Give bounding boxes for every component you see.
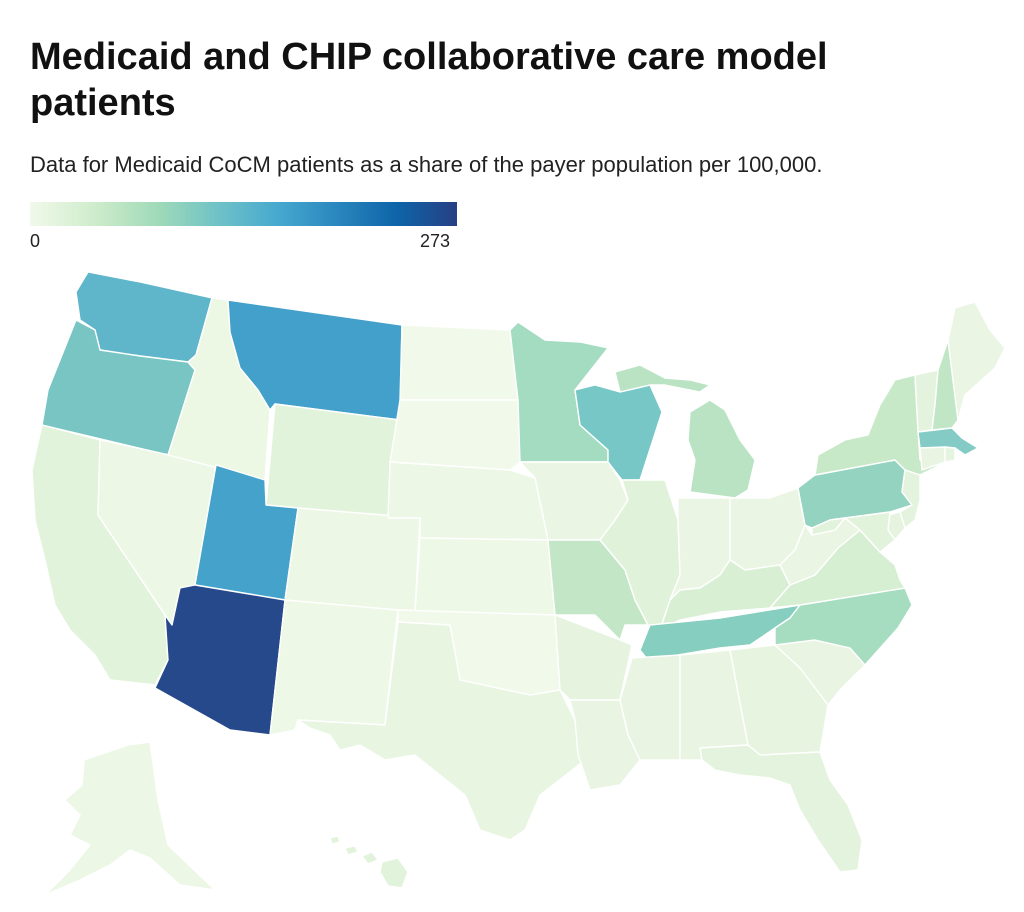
state-wyoming[interactable] — [265, 403, 401, 519]
state-kansas[interactable] — [414, 537, 556, 616]
state-south-dakota[interactable] — [389, 399, 521, 471]
state-maryland[interactable] — [811, 511, 896, 553]
legend-min-label: 0 — [30, 231, 41, 251]
state-hawaii[interactable] — [329, 835, 341, 845]
state-rhode-island[interactable] — [944, 446, 956, 463]
state-hawaii[interactable] — [344, 845, 359, 856]
state-hawaii[interactable] — [379, 857, 409, 889]
state-kentucky[interactable] — [659, 559, 791, 631]
legend-max-label: 273 — [420, 231, 451, 251]
chart-title: Medicaid and CHIP collaborative care mod… — [30, 36, 828, 124]
state-texas[interactable] — [297, 621, 586, 841]
state-connecticut[interactable] — [919, 446, 946, 471]
color-scale-legend — [30, 202, 457, 226]
state-new-mexico[interactable] — [269, 599, 399, 736]
state-north-dakota[interactable] — [399, 324, 519, 401]
state-hawaii[interactable] — [361, 851, 379, 865]
state-tennessee[interactable] — [639, 604, 801, 661]
state-colorado[interactable] — [284, 507, 421, 613]
state-maine[interactable] — [947, 301, 1006, 421]
state-north-carolina[interactable] — [774, 587, 913, 666]
state-michigan[interactable] — [687, 399, 756, 499]
state-michigan[interactable] — [614, 364, 711, 393]
state-alaska[interactable] — [44, 741, 216, 896]
state-florida[interactable] — [699, 744, 863, 873]
chart-subtitle: Data for Medicaid CoCM patients as a sha… — [30, 152, 823, 177]
